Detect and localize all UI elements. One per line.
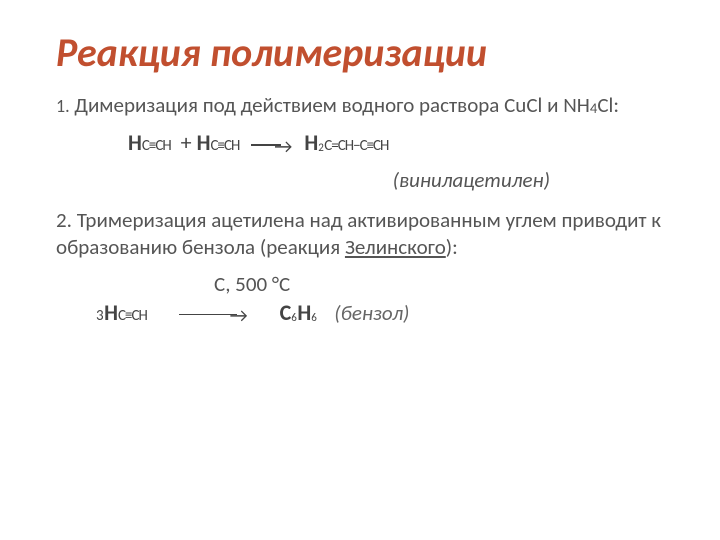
r2-6a: 6 (291, 307, 297, 326)
slide-title: Реакция полимеризации (56, 30, 670, 76)
r1-ctc1: С≡СН (142, 129, 171, 156)
item-2-number: 2. (56, 207, 72, 233)
item-1-text: 1. Димеризация под действием водного рас… (56, 92, 670, 119)
reaction-2-conditions: С, 500 °С (56, 271, 670, 297)
nh: NH (563, 92, 590, 118)
reaction-2: 3НС≡СН С6Н6 (бензол) (56, 299, 670, 328)
r1-h1: Н (128, 129, 142, 156)
cucl: CuCl (504, 92, 542, 118)
item-2-body-b: ): (446, 234, 458, 260)
r1-product: С=СН−С≡СН (324, 129, 388, 156)
cl: Cl: (597, 92, 619, 118)
r1-h2: Н (197, 129, 211, 156)
nh-sub: 4 (590, 99, 597, 117)
reaction-1: НС≡СН + НС≡СН Н2С=СН−С≡СН (56, 129, 670, 158)
r1-arrow (251, 132, 292, 159)
r2-h: Н (104, 299, 118, 326)
r1-ctc2: С≡СН (210, 129, 239, 156)
product-2-label: (бензол) (334, 300, 409, 326)
and-word: и (542, 92, 563, 118)
product-1-label: (винилацетилен) (56, 167, 670, 193)
item-2-text: 2. Тримеризация ацетилена над активирова… (56, 207, 670, 262)
r1-h3: Н (304, 129, 318, 156)
r1-plus: + (176, 129, 197, 156)
item-1-number: 1. (56, 95, 70, 117)
r1-sub2: 2 (318, 137, 324, 156)
r2-coeff: 3 (96, 299, 104, 326)
r2-arrow (179, 301, 248, 328)
r2-ctc: С≡СН (118, 299, 147, 326)
r2-c: С (280, 299, 292, 326)
zelinsky: Зелинского (345, 234, 446, 260)
item-1-body-a: Димеризация под действием водного раство… (74, 92, 504, 118)
r2-hb: Н (297, 299, 311, 326)
r2-6b: 6 (311, 307, 317, 326)
